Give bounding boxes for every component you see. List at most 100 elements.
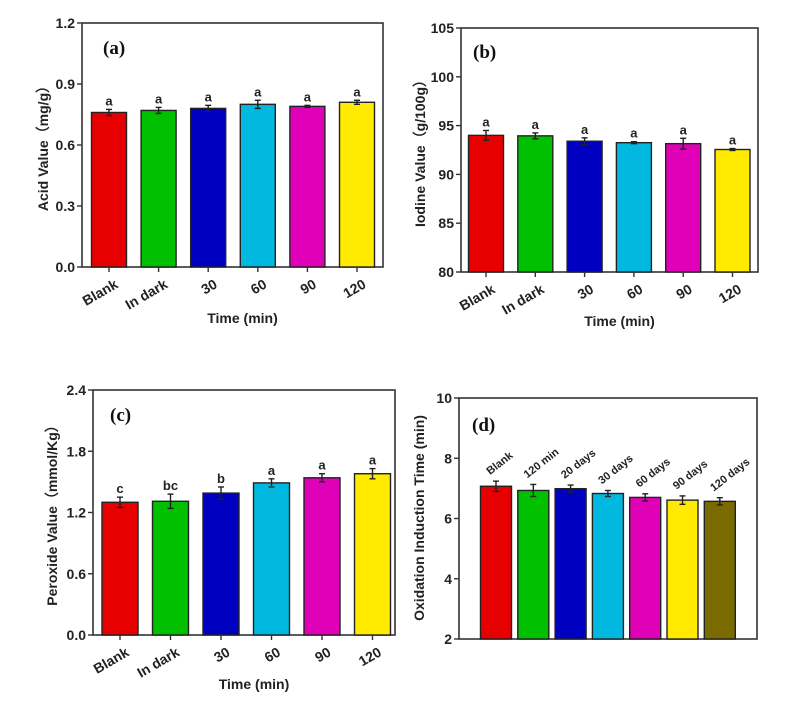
y-tick-label: 6 (444, 511, 452, 527)
y-axis-title: Oxidation Induction Time (min) (411, 415, 427, 621)
bar (517, 489, 550, 640)
bar-category-label: 120 min (522, 446, 562, 481)
significance-label: a (205, 89, 213, 104)
significance-label: a (254, 84, 262, 99)
y-tick-label: 2.4 (67, 382, 87, 398)
significance-label: a (105, 93, 113, 108)
significance-label: a (155, 91, 163, 106)
bar (479, 485, 513, 640)
x-tick-label: 120 (716, 281, 744, 307)
bar-category-label: 60 days (634, 456, 673, 490)
x-tick-label: 120 (356, 644, 384, 670)
x-tick-label: 60 (262, 644, 284, 666)
bar (140, 109, 177, 268)
bar (101, 501, 139, 636)
significance-label: a (581, 122, 589, 137)
bar (665, 142, 702, 273)
x-tick-label: 30 (198, 276, 220, 298)
bar (566, 140, 603, 273)
panel-label: (a) (103, 38, 125, 59)
y-tick-label: 80 (438, 264, 454, 280)
panel-label: (c) (110, 405, 131, 426)
bar (703, 500, 736, 640)
plot-frame (460, 27, 759, 273)
bar (615, 141, 653, 273)
x-tick-label: 30 (575, 281, 597, 303)
y-axis-title: Peroxide Value（mmol/Kg） (44, 418, 60, 606)
y-tick-label: 4 (444, 571, 452, 587)
significance-label: a (268, 463, 276, 478)
significance-label: a (630, 126, 638, 141)
x-tick-label: 90 (297, 276, 319, 298)
y-axis-title: Acid Value（mg/g） (35, 79, 51, 211)
bar (517, 135, 554, 273)
x-axis-title: Time (min) (219, 676, 290, 692)
x-tick-label: Blank (456, 281, 497, 314)
significance-label: a (304, 89, 312, 104)
x-axis-title: Time (min) (207, 310, 278, 326)
x-tick-label: 60 (248, 276, 270, 298)
y-tick-label: 0.6 (67, 566, 87, 582)
bar-category-label: Blank (484, 449, 516, 477)
y-tick-label: 0.9 (56, 76, 76, 92)
y-tick-label: 90 (438, 166, 454, 182)
bar (189, 107, 227, 268)
y-tick-label: 100 (431, 69, 455, 85)
y-tick-label: 95 (438, 118, 454, 134)
bar (467, 134, 505, 273)
x-tick-label: Blank (90, 644, 131, 677)
significance-label: a (729, 133, 737, 148)
y-tick-label: 85 (438, 215, 454, 231)
significance-label: a (353, 84, 361, 99)
bar (289, 105, 326, 268)
panel-label: (d) (472, 415, 495, 436)
bar (714, 148, 751, 273)
y-tick-label: 0.0 (56, 259, 76, 275)
x-tick-label: In dark (134, 644, 182, 681)
panel-a: 0.0 0.3 0.6 0.9 1.2 Acid Value（mg/g） (a) a Blank… (35, 15, 384, 326)
significance-label: a (680, 122, 688, 137)
significance-label: a (532, 117, 540, 132)
y-tick-label: 105 (431, 20, 455, 36)
x-tick-label: 30 (211, 644, 233, 666)
bar-category-label: 90 days (671, 458, 710, 492)
significance-label: a (318, 458, 326, 473)
y-tick-label: 0.0 (67, 627, 87, 643)
bar (303, 477, 341, 636)
panel-b: 80 85 90 95 100 105 Iodine Value（g/100g） (b) a Bl… (412, 20, 759, 329)
bar-category-label: 120 days (708, 456, 752, 494)
x-axis-title: Time (min) (584, 313, 655, 329)
bar-category-label: 20 days (559, 447, 598, 481)
y-tick-label: 2 (444, 631, 452, 647)
bar (666, 499, 699, 640)
significance-label: a (482, 114, 490, 129)
y-tick-label: 1.2 (67, 505, 87, 521)
significance-label: bc (163, 478, 178, 493)
panel-label: (b) (473, 42, 496, 63)
y-tick-label: 8 (444, 450, 452, 466)
x-tick-label: 90 (312, 644, 334, 666)
x-tick-label: 90 (673, 281, 695, 303)
bar (202, 492, 240, 636)
x-tick-label: In dark (122, 276, 170, 313)
panel-c: 0.0 0.6 1.2 1.8 2.4 Peroxide Value（mmol/Kg） (c… (44, 382, 396, 692)
y-tick-label: 1.8 (67, 443, 87, 459)
x-tick-label: 60 (624, 281, 646, 303)
y-tick-label: 1.2 (56, 15, 76, 31)
bar-category-label: 30 days (596, 453, 635, 487)
y-tick-label: 0.3 (56, 198, 76, 214)
significance-label: b (217, 471, 225, 486)
x-tick-label: 120 (340, 276, 368, 302)
y-tick-label: 0.6 (56, 137, 76, 153)
significance-label: c (116, 481, 123, 496)
bar (629, 496, 662, 640)
bar (90, 111, 128, 268)
bar (338, 101, 376, 268)
x-tick-label: In dark (499, 281, 547, 318)
x-tick-label: Blank (79, 276, 120, 309)
y-axis-title: Iodine Value（g/100g） (412, 73, 428, 227)
panel-d: 2 4 6 8 10 Oxidation Induction Time (min) (d) B… (411, 390, 758, 647)
bar (151, 500, 190, 636)
bar (252, 482, 291, 636)
